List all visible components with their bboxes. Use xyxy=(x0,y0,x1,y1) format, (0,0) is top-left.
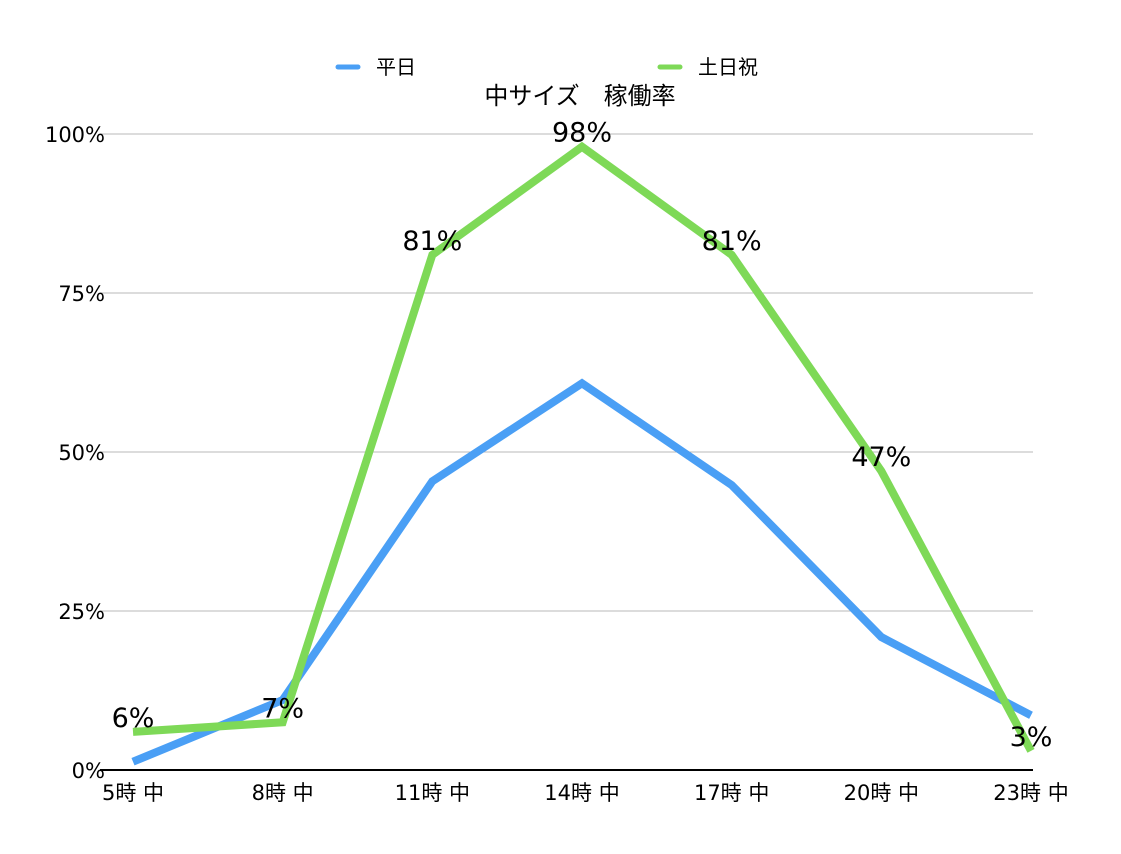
series-lines xyxy=(131,141,1035,766)
legend-label: 土日祝 xyxy=(698,55,758,79)
data-labels: 6% 7% 81% 98% 81% 47% 3% xyxy=(112,118,1053,753)
x-tick-label: 17時 中 xyxy=(694,781,769,805)
data-label: 81% xyxy=(702,226,762,257)
x-tick-label: 5時 中 xyxy=(102,781,164,805)
x-tick-label: 23時 中 xyxy=(993,781,1068,805)
y-tick-label: 0% xyxy=(72,759,105,783)
series-line-1 xyxy=(132,141,1035,753)
chart-title: 中サイズ 稼働率 xyxy=(484,82,675,110)
y-tick-label: 75% xyxy=(58,282,105,306)
x-tick-label: 11時 中 xyxy=(395,781,470,805)
data-label: 98% xyxy=(552,118,612,149)
y-tick-label: 25% xyxy=(58,600,105,624)
data-label: 47% xyxy=(851,442,911,473)
x-tick-label: 8時 中 xyxy=(252,781,314,805)
y-tick-label: 100% xyxy=(45,123,105,147)
y-tick-label: 50% xyxy=(58,441,105,465)
legend: 平日 土日祝 xyxy=(335,55,758,79)
data-label: 7% xyxy=(261,693,304,724)
series-line-0 xyxy=(131,378,1033,766)
data-label: 6% xyxy=(112,703,155,734)
x-tick-label: 14時 中 xyxy=(544,781,619,805)
gridlines xyxy=(100,133,1033,612)
data-label: 3% xyxy=(1010,722,1053,753)
y-axis-ticks: 0% 25% 50% 75% 100% xyxy=(45,123,105,783)
data-label: 81% xyxy=(402,226,462,257)
x-tick-label: 20時 中 xyxy=(844,781,919,805)
legend-label: 平日 xyxy=(376,55,416,79)
x-axis-ticks: 5時 中 8時 中 11時 中 14時 中 17時 中 20時 中 23時 中 xyxy=(102,781,1069,805)
